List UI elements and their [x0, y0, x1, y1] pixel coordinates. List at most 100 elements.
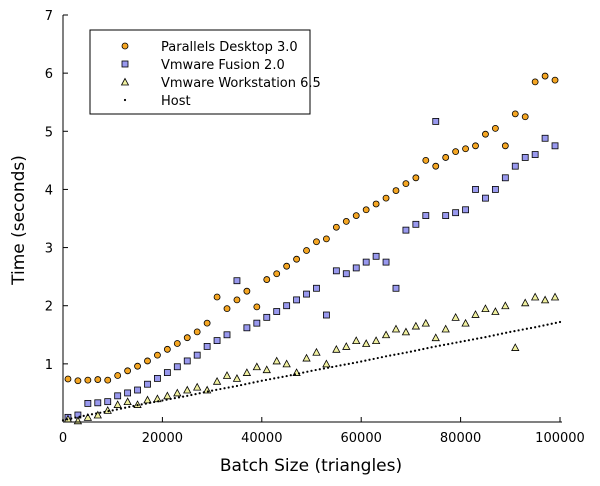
data-point	[132, 404, 135, 408]
data-point	[183, 385, 192, 394]
data-point	[551, 76, 559, 84]
series-vmware-fusion-2-0	[64, 118, 559, 421]
data-point	[434, 345, 437, 348]
data-point	[103, 410, 106, 414]
data-point	[143, 395, 152, 404]
data-point	[472, 186, 479, 193]
data-point	[64, 375, 72, 383]
data-point	[362, 258, 370, 266]
data-point	[293, 255, 300, 263]
data-point	[74, 377, 82, 385]
data-point	[111, 409, 114, 412]
data-point	[136, 404, 139, 407]
data-point	[531, 78, 539, 86]
data-point	[312, 347, 321, 356]
data-point	[306, 370, 309, 373]
data-point	[376, 356, 379, 360]
data-point	[95, 412, 98, 415]
data-point	[461, 318, 470, 327]
data-point	[480, 336, 483, 339]
y-tick-label: 2	[45, 300, 53, 315]
data-point	[99, 411, 102, 414]
data-point	[442, 154, 450, 161]
data-point	[113, 400, 122, 408]
data-point	[78, 415, 81, 418]
data-point	[500, 332, 504, 335]
data-point	[182, 395, 185, 398]
data-point	[351, 361, 355, 365]
data-point	[491, 124, 499, 132]
data-point	[83, 413, 93, 421]
data-point	[215, 388, 218, 391]
data-point	[243, 287, 251, 295]
data-point	[144, 357, 151, 365]
data-point	[432, 118, 440, 125]
data-point	[558, 320, 562, 324]
data-point	[380, 356, 384, 359]
data-point	[352, 336, 361, 345]
data-point	[107, 410, 110, 413]
data-point	[438, 344, 441, 347]
data-point	[243, 324, 251, 332]
data-point	[203, 343, 211, 350]
data-point	[262, 365, 271, 374]
data-point	[335, 365, 338, 368]
data-point	[248, 382, 251, 385]
data-point	[93, 410, 102, 419]
data-point	[293, 296, 300, 304]
data-point	[273, 377, 276, 380]
data-point	[382, 194, 390, 202]
data-point	[283, 262, 291, 270]
data-point	[322, 359, 331, 368]
data-point	[492, 334, 495, 337]
data-point	[165, 398, 168, 401]
data-point	[389, 354, 392, 357]
data-point	[252, 381, 255, 384]
data-point	[530, 292, 540, 301]
data-point	[411, 321, 421, 330]
y-tick-label: 1	[45, 358, 53, 373]
data-point	[452, 209, 460, 217]
data-point	[360, 360, 363, 363]
data-point	[430, 346, 433, 349]
data-point	[352, 212, 360, 219]
data-point	[343, 363, 346, 366]
data-point	[140, 403, 143, 406]
data-point	[542, 324, 545, 327]
data-point	[467, 339, 470, 342]
data-point	[401, 352, 404, 355]
data-point	[169, 397, 172, 401]
data-point	[183, 357, 191, 365]
data-point	[531, 151, 539, 158]
data-point	[202, 391, 205, 394]
data-point	[318, 368, 321, 371]
data-point	[525, 327, 528, 330]
data-point	[310, 369, 313, 372]
data-point	[517, 329, 520, 332]
data-point	[313, 284, 320, 292]
data-point	[193, 351, 201, 359]
data-point	[177, 396, 181, 399]
data-point	[452, 148, 460, 156]
data-point	[501, 174, 509, 182]
data-point	[190, 393, 193, 397]
data-point	[293, 373, 297, 376]
data-point	[84, 399, 92, 407]
data-point	[253, 319, 261, 327]
data-point	[114, 392, 122, 400]
data-point	[513, 330, 516, 333]
data-point	[368, 358, 371, 361]
data-point	[223, 331, 231, 339]
data-point	[252, 362, 261, 371]
x-tick-label: 100000	[535, 431, 585, 446]
data-point	[193, 328, 201, 336]
x-tick-label: 60000	[341, 431, 382, 446]
data-point	[303, 247, 310, 254]
data-point	[260, 379, 263, 382]
data-point	[263, 313, 271, 321]
data-point	[124, 406, 127, 409]
data-point	[482, 194, 489, 202]
data-point	[488, 335, 491, 338]
data-point	[550, 292, 560, 301]
data-point	[391, 324, 401, 333]
